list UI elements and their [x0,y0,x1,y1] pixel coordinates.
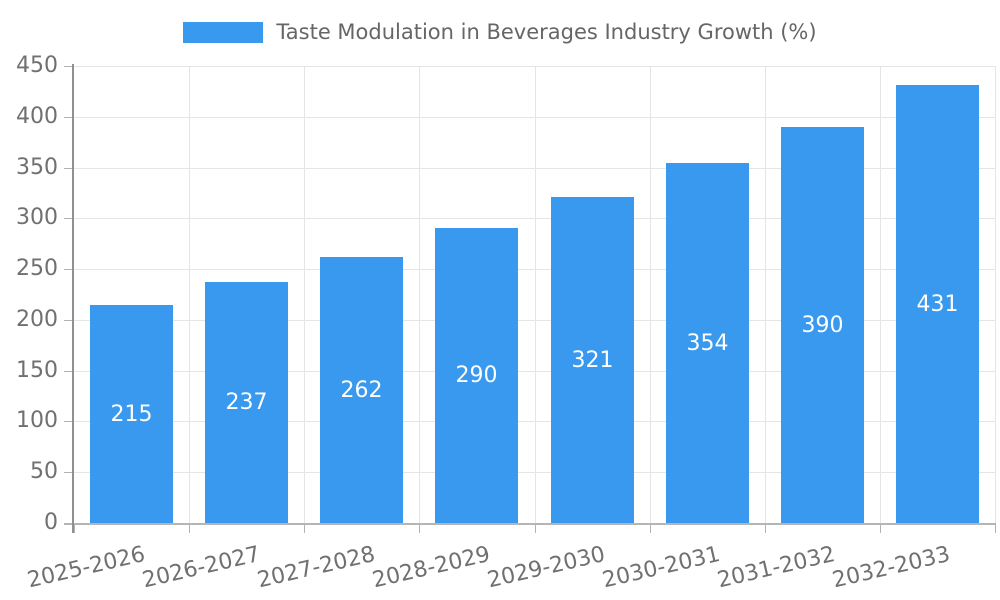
bar: 237 [205,282,288,523]
bar: 262 [320,257,403,523]
legend-label: Taste Modulation in Beverages Industry G… [276,20,817,44]
bar-value-label: 390 [801,312,844,338]
y-tick-mark [64,472,74,473]
y-tick-label: 200 [16,307,58,332]
x-gridline [765,66,766,523]
bar: 354 [666,163,749,523]
x-gridline [650,66,651,523]
y-tick-mark [64,66,74,67]
x-tick-mark [995,523,996,533]
x-gridline [419,66,420,523]
y-tick-mark [64,320,74,321]
x-tick-label: 2025-2026 [25,542,148,594]
bar-value-label: 215 [110,401,153,427]
x-tick-mark [880,523,881,533]
x-tick-mark [304,523,305,533]
bar: 431 [896,85,979,523]
y-gridline [74,66,995,67]
x-tick-mark [765,523,766,533]
y-tick-label: 450 [16,53,58,78]
bar: 390 [781,127,864,523]
x-gridline [189,66,190,523]
bar: 321 [551,197,634,523]
bar: 215 [90,305,173,523]
y-gridline [74,472,995,473]
y-gridline [74,421,995,422]
bar-value-label: 290 [455,363,498,388]
y-gridline [74,320,995,321]
y-tick-mark [64,371,74,372]
y-axis-line [72,64,74,533]
x-tick-mark [535,523,536,533]
x-gridline [995,66,996,523]
x-gridline [880,66,881,523]
x-axis-line [64,523,995,525]
bar: 290 [435,228,518,523]
bar-value-label: 431 [916,291,959,317]
y-tick-mark [64,421,74,422]
y-tick-label: 50 [30,459,58,484]
legend-swatch [183,21,264,43]
y-tick-label: 100 [16,408,58,433]
y-gridline [74,218,995,219]
y-tick-label: 250 [16,256,58,281]
y-gridline [74,168,995,169]
y-tick-mark [64,168,74,169]
x-tick-label: 2028-2029 [370,542,493,594]
y-tick-label: 300 [16,205,58,230]
x-tick-mark [74,523,75,533]
y-tick-mark [64,218,74,219]
x-tick-label: 2026-2027 [140,542,263,594]
y-gridline [74,117,995,118]
x-tick-label: 2031-2032 [715,542,838,594]
bar-value-label: 237 [225,390,268,415]
bar-value-label: 321 [571,347,614,373]
x-tick-label: 2030-2031 [600,542,723,594]
y-tick-label: 400 [16,104,58,129]
legend-item[interactable]: Taste Modulation in Beverages Industry G… [0,20,1000,44]
x-tick-label: 2032-2033 [830,542,953,594]
y-tick-mark [64,117,74,118]
bar-value-label: 262 [340,377,383,403]
x-tick-label: 2027-2028 [255,542,378,594]
y-tick-label: 0 [44,510,58,535]
x-tick-mark [419,523,420,533]
y-tick-label: 350 [16,155,58,180]
y-tick-mark [64,269,74,270]
x-tick-mark [189,523,190,533]
x-tick-label: 2029-2030 [485,542,608,594]
x-gridline [535,66,536,523]
y-gridline [74,371,995,372]
x-tick-mark [650,523,651,533]
y-tick-label: 150 [16,358,58,383]
y-gridline [74,269,995,270]
bar-value-label: 354 [686,330,729,356]
x-gridline [304,66,305,523]
